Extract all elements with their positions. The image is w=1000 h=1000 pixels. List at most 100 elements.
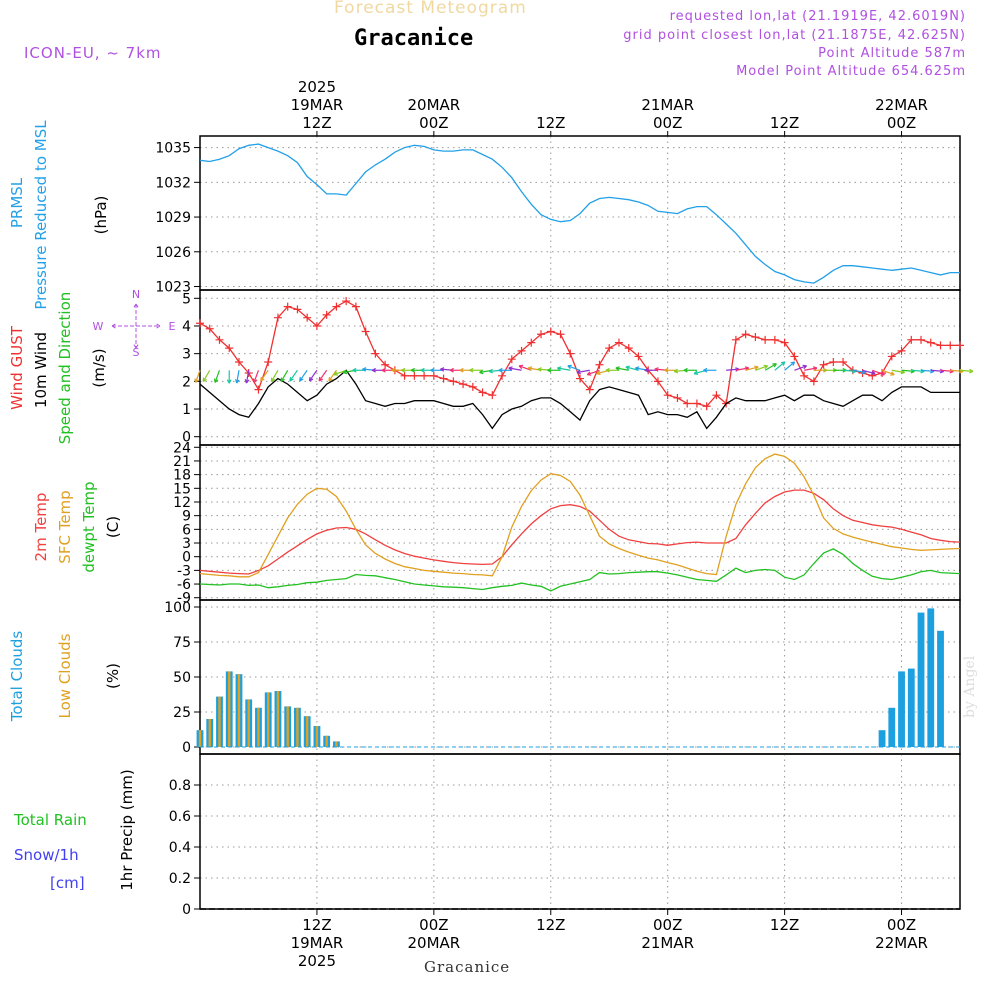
y-tick-label: 100 [164,600,191,616]
gust-marker [683,399,692,408]
wind-arrow-head [586,371,592,376]
wind-arrow-head [401,367,406,373]
wind-arrow-head [252,378,258,383]
wind-arrow [260,369,269,382]
gust-marker [342,297,351,306]
gust-marker [614,338,623,347]
top-time-label: 20MAR [407,96,460,114]
wind-arrow-head [333,371,338,376]
gust-marker [225,344,234,353]
top-time-label: 00Z [887,114,916,132]
pressure-line [199,143,960,284]
total-cloud-bar [878,730,886,747]
y-tick-label: 21 [173,454,191,470]
wind-arrow-head [780,361,786,366]
total-cloud-bar [888,707,896,747]
wind-arrow-head [318,376,324,382]
compass-legend: N S W E [93,288,176,359]
wind-arrow-head [772,363,777,368]
y-tick-label: 1 [182,402,191,418]
gust-marker [498,371,507,380]
bottom-time-label: 21MAR [641,934,694,952]
gust-marker [663,391,672,400]
low-cloud-bar [296,707,299,747]
wind-arrow [280,369,289,382]
gust-marker [946,341,955,350]
wind-arrow [567,365,581,371]
wind-speed-line [199,369,960,430]
wind-dir-label: Speed and Direction [56,292,74,445]
low-cloud-bar [325,735,328,747]
gust-marker [585,385,594,394]
wind-arrow-head [479,369,484,375]
gust-marker [361,327,370,336]
y-tick-label: 18 [173,468,191,484]
gust-marker [556,330,565,339]
gust-marker [809,377,818,386]
gust-marker [780,338,789,347]
closest-coords: grid point closest lon,lat (21.1875E, 42… [623,28,966,43]
gust-marker [264,357,273,366]
y-tick-label: 4 [182,319,191,335]
total-cloud-bar [927,608,935,747]
low-cloud-bar [198,730,202,747]
wind-arrow [911,369,925,372]
low-cloud-bar [237,674,241,747]
wind-10m-label: 10m Wind [32,332,50,408]
wind-arrow-head [537,367,542,372]
precip-unit: 1hr Precip (mm) [118,769,136,890]
compass-e: E [169,320,176,333]
dewpt-line [199,548,961,592]
place-name: Gracanice [354,26,474,51]
compass-s: S [133,346,140,359]
wind-arrow [245,370,250,384]
point-altitude: Point Altitude 587m [818,46,966,61]
y-tick-label: -3 [177,563,191,579]
wind-arrow-head [410,367,415,373]
low-cloud-bar [276,691,280,747]
y-tick-label: 3 [182,536,191,552]
wind-arrow [328,369,337,382]
sfc-temp-line [199,453,961,578]
bottom-time-label: 12Z [536,916,565,934]
gust-marker [605,344,614,353]
gust-marker [507,355,516,364]
low-clouds-label: Low Clouds [56,633,74,718]
total-cloud-bar [917,612,925,747]
gust-marker [371,349,380,358]
y-tick-label: 0 [182,550,191,566]
top-time-label: 00Z [653,114,682,132]
y-tick-label: 1023 [155,280,191,296]
wind-arrow [270,369,279,382]
wind-arrow-head [683,367,688,373]
y-tick-label: 15 [173,481,191,497]
wind-arrow-head [371,367,376,373]
wind-arrow [318,369,328,382]
snow-label: Snow/1h [14,846,79,864]
wind-arrow-head [328,376,333,382]
bottom-time-label: 19MAR [291,934,344,952]
low-cloud-bar [228,671,231,747]
wind-arrow [764,363,777,371]
y-tick-label: 5 [182,291,191,307]
wind-arrow [735,367,749,371]
wind-arrow [940,369,954,372]
compass-arrows [111,303,161,349]
wind-arrow-head [430,367,435,373]
gust-marker [420,371,429,380]
gust-marker [566,349,575,358]
y-tick-label: 0 [182,902,191,918]
wind-arrow-head [508,366,513,371]
low-cloud-bar [208,719,211,747]
panel-clouds: 0 25 50 75 100 [164,599,961,756]
temp2m-label: 2m Temp [32,493,50,562]
wind-arrow-head [644,367,649,373]
gust-marker [322,310,331,319]
panel-pressure: 1023 1026 1029 1032 1035 [155,135,961,296]
wind-arrow-head [754,365,759,371]
y-tick-label: 6 [182,522,191,538]
gust-marker [839,357,848,366]
